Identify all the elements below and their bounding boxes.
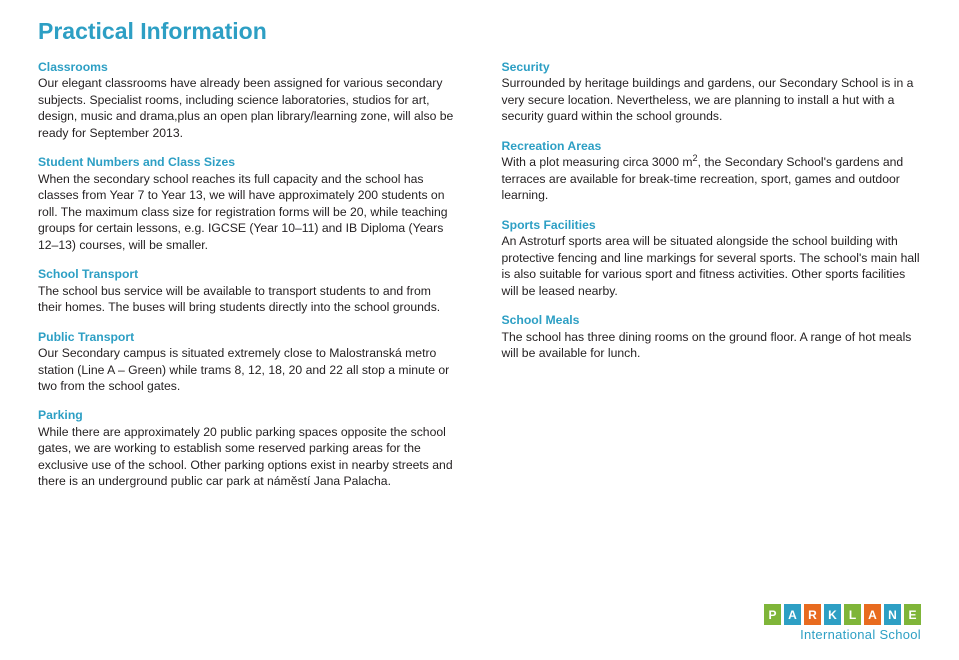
logo-tile: L bbox=[844, 604, 861, 625]
logo-subtitle: International School bbox=[764, 627, 921, 642]
right-section: Sports FacilitiesAn Astroturf sports are… bbox=[502, 217, 922, 299]
section-body: An Astroturf sports area will be situate… bbox=[502, 233, 922, 299]
left-column: ClassroomsOur elegant classrooms have al… bbox=[38, 59, 458, 503]
logo-tile: E bbox=[904, 604, 921, 625]
section-heading: Recreation Areas bbox=[502, 138, 922, 154]
section-heading: Sports Facilities bbox=[502, 217, 922, 233]
logo-tile: A bbox=[784, 604, 801, 625]
school-logo: PARKLANE International School bbox=[764, 604, 921, 642]
section-body: With a plot measuring circa 3000 m2, the… bbox=[502, 154, 922, 203]
logo-tile: A bbox=[864, 604, 881, 625]
section-body: Our elegant classrooms have already been… bbox=[38, 75, 458, 141]
right-section: Recreation AreasWith a plot measuring ci… bbox=[502, 138, 922, 204]
section-heading: School Transport bbox=[38, 266, 458, 282]
logo-tile: N bbox=[884, 604, 901, 625]
logo-tile: K bbox=[824, 604, 841, 625]
left-section: Public TransportOur Secondary campus is … bbox=[38, 329, 458, 395]
section-heading: School Meals bbox=[502, 312, 922, 328]
left-section: Student Numbers and Class SizesWhen the … bbox=[38, 154, 458, 253]
section-body: The school bus service will be available… bbox=[38, 283, 458, 316]
right-column: SecuritySurrounded by heritage buildings… bbox=[502, 59, 922, 503]
left-section: ParkingWhile there are approximately 20 … bbox=[38, 407, 458, 489]
section-body: While there are approximately 20 public … bbox=[38, 424, 458, 490]
section-body: The school has three dining rooms on the… bbox=[502, 329, 922, 362]
section-heading: Classrooms bbox=[38, 59, 458, 75]
left-section: ClassroomsOur elegant classrooms have al… bbox=[38, 59, 458, 141]
section-heading: Student Numbers and Class Sizes bbox=[38, 154, 458, 170]
logo-tiles: PARKLANE bbox=[764, 604, 921, 625]
section-heading: Security bbox=[502, 59, 922, 75]
content-columns: ClassroomsOur elegant classrooms have al… bbox=[38, 59, 921, 503]
section-body: Surrounded by heritage buildings and gar… bbox=[502, 75, 922, 124]
logo-tile: R bbox=[804, 604, 821, 625]
left-section: School TransportThe school bus service w… bbox=[38, 266, 458, 315]
right-section: SecuritySurrounded by heritage buildings… bbox=[502, 59, 922, 125]
section-body: When the secondary school reaches its fu… bbox=[38, 171, 458, 253]
page-title: Practical Information bbox=[38, 18, 921, 45]
right-section: School MealsThe school has three dining … bbox=[502, 312, 922, 361]
section-heading: Parking bbox=[38, 407, 458, 423]
section-body: Our Secondary campus is situated extreme… bbox=[38, 345, 458, 394]
logo-tile: P bbox=[764, 604, 781, 625]
section-heading: Public Transport bbox=[38, 329, 458, 345]
